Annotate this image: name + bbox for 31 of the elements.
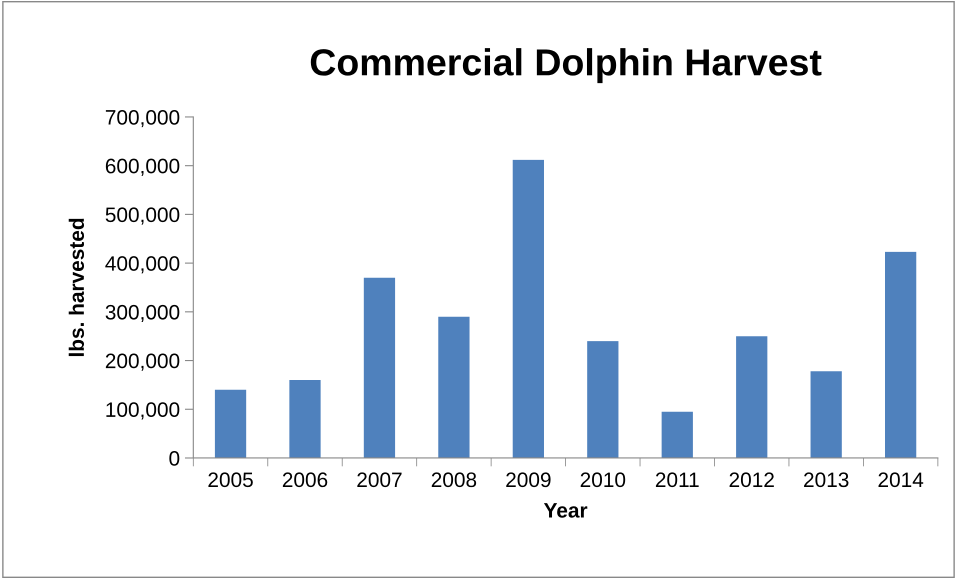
- y-tick-label: 100,000: [106, 402, 180, 420]
- y-tick-label: 500,000: [106, 207, 180, 225]
- y-tick-label: 0: [169, 450, 180, 466]
- x-axis-title: Year: [544, 503, 588, 518]
- bar: [364, 278, 396, 458]
- chart-title: Commercial Dolphin Harvest: [310, 48, 822, 84]
- bar: [736, 336, 768, 458]
- x-tick-label: 2006: [282, 472, 328, 488]
- x-tick-label: 2012: [730, 472, 774, 488]
- bar: [587, 341, 618, 458]
- bar: [810, 371, 842, 458]
- x-tick-label: 2009: [506, 472, 551, 488]
- y-axis-title: lbs. harvested: [68, 218, 84, 356]
- x-tick-label: 2008: [432, 472, 476, 488]
- x-tick-label: 2011: [656, 472, 699, 488]
- bar: [289, 380, 321, 458]
- y-tick-label: 300,000: [106, 304, 180, 322]
- bar: [884, 252, 916, 458]
- x-tick-label: 2007: [357, 472, 402, 488]
- bar: [438, 316, 470, 458]
- x-tick-label: 2005: [208, 472, 253, 488]
- y-tick-label: 200,000: [106, 354, 180, 371]
- bar: [214, 390, 246, 458]
- y-tick-label: 400,000: [105, 256, 180, 274]
- y-tick-label: 700,000: [106, 110, 180, 128]
- y-tick-label: 600,000: [106, 158, 180, 176]
- bar: [512, 160, 544, 458]
- x-tick-label: 2014: [878, 472, 924, 488]
- x-tick-label: 2013: [804, 472, 848, 488]
- x-tick-label: 2010: [580, 472, 626, 488]
- bar: [662, 412, 693, 458]
